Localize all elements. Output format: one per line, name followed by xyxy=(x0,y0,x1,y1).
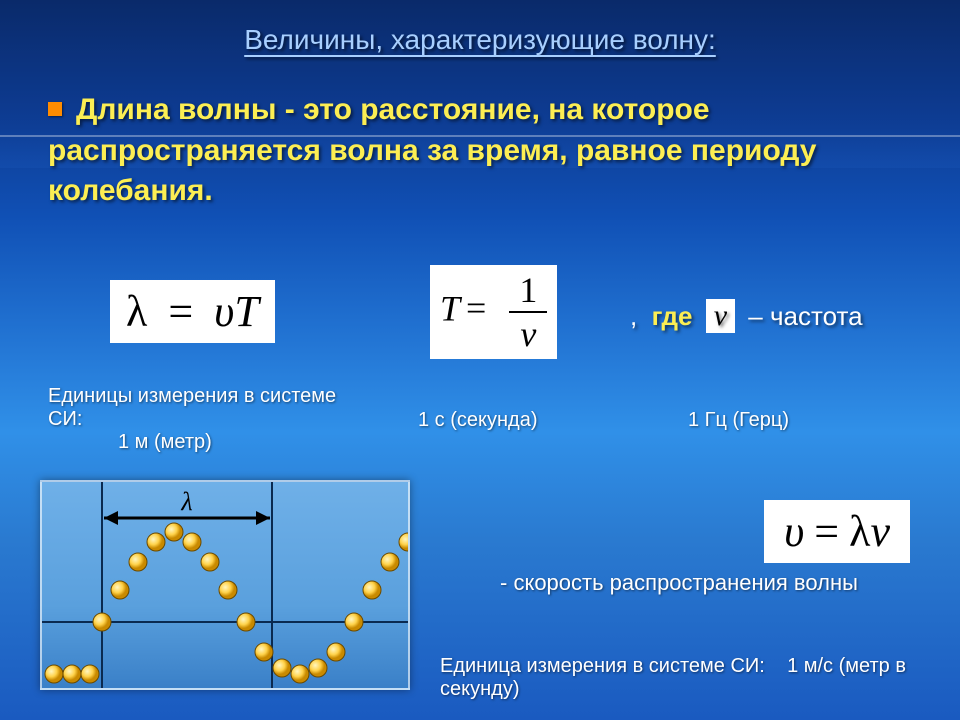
lambda-symbol: λ xyxy=(126,287,147,336)
si-lambda: Единицы измерения в системе СИ: 1 м (мет… xyxy=(48,385,368,454)
slide-title: Величины, характеризующие волну: xyxy=(0,24,960,56)
where-rest: – частота xyxy=(748,301,862,331)
where-label: где xyxy=(652,301,693,331)
definition-text: Длина волны - это расстояние, на которое… xyxy=(48,90,920,212)
formula-period: T= 1 ν xyxy=(430,265,557,359)
wave-svg: λ xyxy=(42,482,410,690)
bullet-square-icon xyxy=(48,102,62,116)
formula-lambda: λ = υT xyxy=(110,280,275,343)
where-text: , где ν – частота xyxy=(630,299,863,333)
si-velocity: Единица измерения в системе СИ: 1 м/с (м… xyxy=(440,655,940,701)
si-period: 1 с (секунда) xyxy=(418,409,538,432)
wave-diagram: λ xyxy=(40,480,410,690)
si-frequency: 1 Гц (Герц) xyxy=(688,409,789,432)
formula-velocity: υ=λν xyxy=(764,500,910,563)
svg-text:λ: λ xyxy=(180,487,192,516)
period-denominator: ν xyxy=(509,313,547,355)
definition-body: Длина волны - это расстояние, на которое… xyxy=(48,93,817,207)
formula-row: λ = υT T= 1 ν , где ν – частота xyxy=(60,265,920,375)
nu-symbol: ν xyxy=(706,299,735,333)
velocity-caption: - скорость распространения волны xyxy=(500,570,920,596)
period-numerator: 1 xyxy=(509,269,547,313)
